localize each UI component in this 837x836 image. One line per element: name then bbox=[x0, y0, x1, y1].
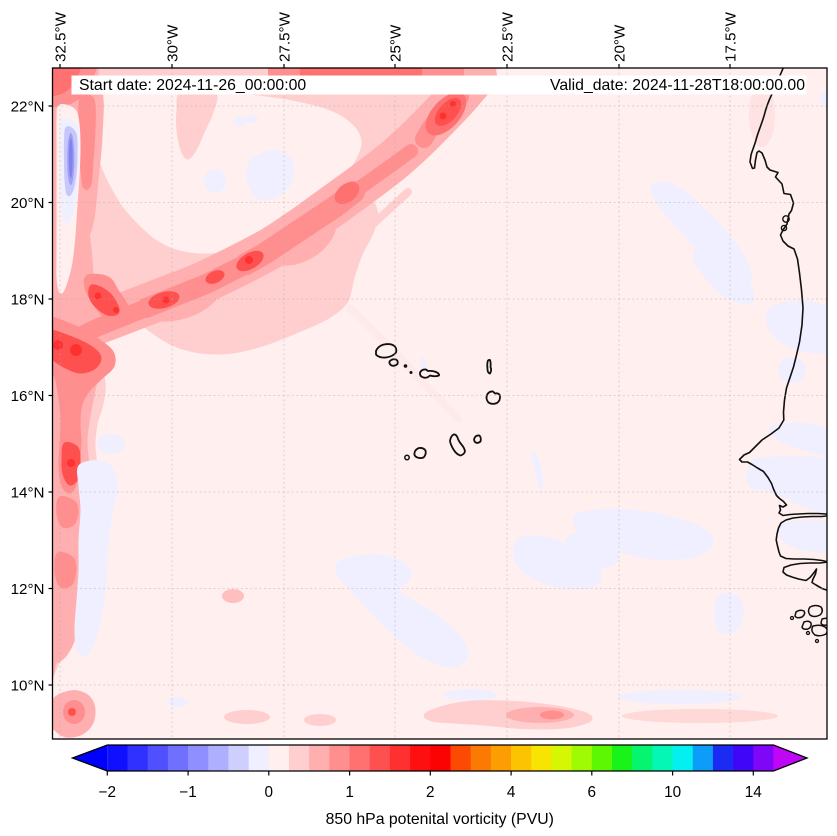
svg-text:10°N: 10°N bbox=[11, 678, 45, 695]
svg-text:20°N: 20°N bbox=[11, 195, 45, 212]
svg-text:4: 4 bbox=[507, 784, 516, 801]
svg-text:10: 10 bbox=[664, 784, 681, 801]
svg-text:Valid_date: 2024-11-28T18:00:0: Valid_date: 2024-11-28T18:00:00.00 bbox=[550, 77, 805, 94]
svg-text:14°N: 14°N bbox=[11, 485, 45, 502]
svg-text:6: 6 bbox=[588, 784, 597, 801]
svg-text:27.5°W: 27.5°W bbox=[277, 11, 294, 62]
svg-text:18°N: 18°N bbox=[11, 292, 45, 309]
svg-text:12°N: 12°N bbox=[11, 581, 45, 598]
svg-text:16°N: 16°N bbox=[11, 388, 45, 405]
svg-text:0: 0 bbox=[265, 784, 274, 801]
svg-text:30°W: 30°W bbox=[165, 24, 182, 62]
svg-text:17.5°W: 17.5°W bbox=[723, 11, 740, 62]
svg-text:14: 14 bbox=[745, 784, 763, 801]
svg-text:Start date: 2024-11-26_00:00:0: Start date: 2024-11-26_00:00:00 bbox=[79, 77, 306, 94]
svg-text:22°N: 22°N bbox=[11, 99, 45, 116]
svg-text:1: 1 bbox=[345, 784, 354, 801]
svg-text:850 hPa potenital vorticity (P: 850 hPa potenital vorticity (PVU) bbox=[326, 811, 554, 828]
svg-text:32.5°W: 32.5°W bbox=[53, 11, 70, 62]
svg-text:22.5°W: 22.5°W bbox=[500, 11, 517, 62]
svg-text:−2: −2 bbox=[99, 784, 116, 801]
svg-text:−1: −1 bbox=[179, 784, 196, 801]
svg-text:25°W: 25°W bbox=[388, 24, 405, 62]
svg-text:20°W: 20°W bbox=[612, 24, 629, 62]
svg-text:2: 2 bbox=[426, 784, 435, 801]
